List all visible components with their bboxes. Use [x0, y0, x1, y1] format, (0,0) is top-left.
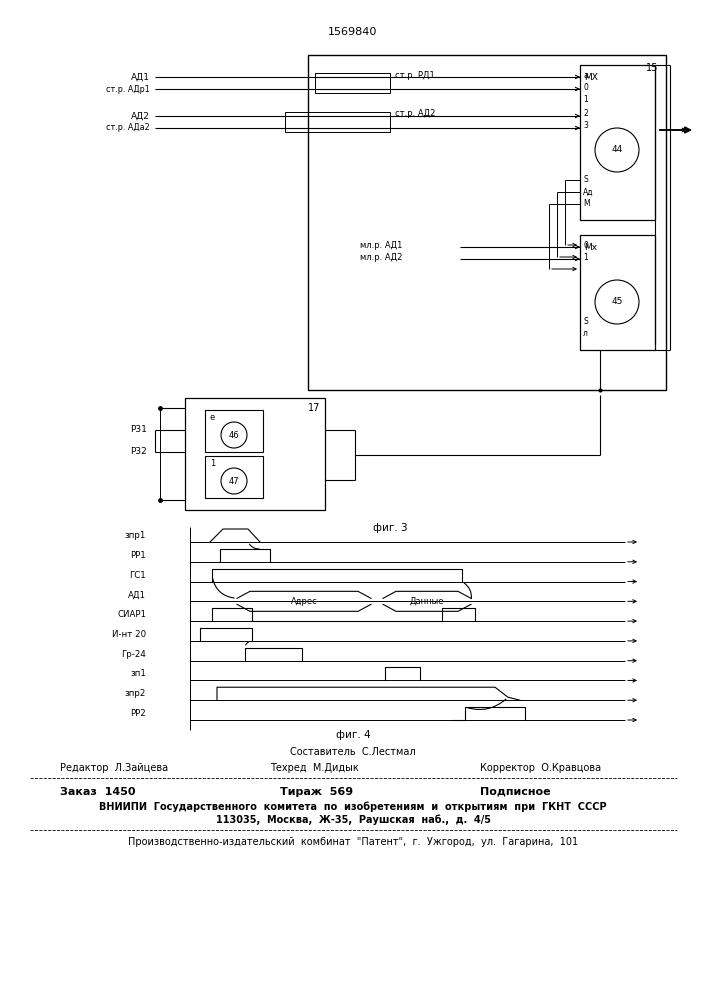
- Text: 1: 1: [210, 458, 215, 468]
- Text: 1: 1: [583, 252, 588, 261]
- Text: Р32: Р32: [130, 448, 147, 456]
- Bar: [580, 235, 655, 350]
- Bar: [285, 112, 390, 132]
- Text: РР2: РР2: [130, 709, 146, 718]
- Text: РР1: РР1: [130, 551, 146, 560]
- Text: Ад: Ад: [583, 188, 593, 196]
- Text: 3: 3: [583, 121, 588, 130]
- Text: СИАР1: СИАР1: [117, 610, 146, 619]
- Text: фиг. 4: фиг. 4: [336, 730, 370, 740]
- Text: 113035,  Москва,  Ж-35,  Раушская  наб.,  д.  4/5: 113035, Москва, Ж-35, Раушская наб., д. …: [216, 815, 491, 825]
- Text: Данные: Данные: [410, 597, 444, 606]
- Text: S: S: [583, 318, 588, 326]
- Text: зпр1: зпр1: [124, 531, 146, 540]
- Text: Тираж  569: Тираж 569: [280, 787, 353, 797]
- Text: Адрес: Адрес: [291, 597, 317, 606]
- Text: АД1: АД1: [128, 590, 146, 599]
- Text: S: S: [583, 176, 588, 184]
- Text: а: а: [583, 70, 588, 80]
- Text: Подписное: Подписное: [480, 787, 551, 797]
- Text: 2: 2: [583, 109, 588, 118]
- Text: ст.р. АД2: ст.р. АД2: [395, 109, 436, 118]
- Text: 17: 17: [308, 403, 320, 413]
- Text: 15: 15: [645, 63, 658, 73]
- Text: МХ: МХ: [584, 73, 598, 82]
- Text: Производственно-издательский  комбинат  "Патент",  г.  Ужгород,  ул.  Гагарина, : Производственно-издательский комбинат "П…: [128, 837, 578, 847]
- Text: 1: 1: [583, 95, 588, 104]
- Text: Корректор  О.Кравцова: Корректор О.Кравцова: [480, 763, 601, 773]
- Bar: [205, 456, 263, 498]
- Bar: [315, 73, 390, 93]
- Text: М: М: [583, 200, 590, 209]
- Text: ГС1: ГС1: [129, 571, 146, 580]
- Text: И-нт 20: И-нт 20: [112, 630, 146, 639]
- Text: Гр-24: Гр-24: [121, 650, 146, 659]
- Bar: [205, 410, 263, 452]
- Text: 44: 44: [612, 145, 623, 154]
- Text: ст.р. АДр1: ст.р. АДр1: [106, 85, 150, 94]
- Text: Заказ  1450: Заказ 1450: [60, 787, 136, 797]
- Text: 0: 0: [583, 83, 588, 92]
- Text: 47: 47: [228, 477, 239, 486]
- Text: фиг. 3: фиг. 3: [373, 523, 407, 533]
- Text: ст.р. АДа2: ст.р. АДа2: [106, 123, 150, 132]
- Text: ВНИИПИ  Государственного  комитета  по  изобретениям  и  открытиям  при  ГКНТ  С: ВНИИПИ Государственного комитета по изоб…: [99, 802, 607, 812]
- FancyArrowPatch shape: [250, 544, 259, 549]
- Text: мл.р. АД2: мл.р. АД2: [360, 252, 402, 261]
- Text: е: е: [210, 412, 215, 422]
- Text: Техред  М.Дидык: Техред М.Дидык: [270, 763, 358, 773]
- Text: мл.р. АД1: мл.р. АД1: [360, 240, 402, 249]
- FancyArrowPatch shape: [467, 699, 506, 709]
- Text: зпр2: зпр2: [124, 689, 146, 698]
- FancyArrowPatch shape: [464, 583, 472, 599]
- Text: ст.р. РД1: ст.р. РД1: [395, 70, 435, 80]
- Text: зп1: зп1: [130, 669, 146, 678]
- Bar: [185, 398, 325, 510]
- Text: 0: 0: [583, 240, 588, 249]
- FancyArrowPatch shape: [246, 642, 250, 645]
- FancyArrowPatch shape: [213, 578, 234, 598]
- Text: АД2: АД2: [131, 111, 150, 120]
- Bar: [580, 65, 655, 220]
- Bar: [308, 55, 666, 390]
- Text: 1569840: 1569840: [328, 27, 378, 37]
- Text: Мх: Мх: [584, 243, 597, 252]
- Text: Р31: Р31: [130, 426, 147, 434]
- Text: 45: 45: [612, 298, 623, 306]
- Text: АД1: АД1: [131, 73, 150, 82]
- Text: Составитель  С.Лестмал: Составитель С.Лестмал: [290, 747, 416, 757]
- Text: Редактор  Л.Зайцева: Редактор Л.Зайцева: [60, 763, 168, 773]
- Text: 46: 46: [228, 430, 239, 440]
- Text: л: л: [583, 330, 588, 338]
